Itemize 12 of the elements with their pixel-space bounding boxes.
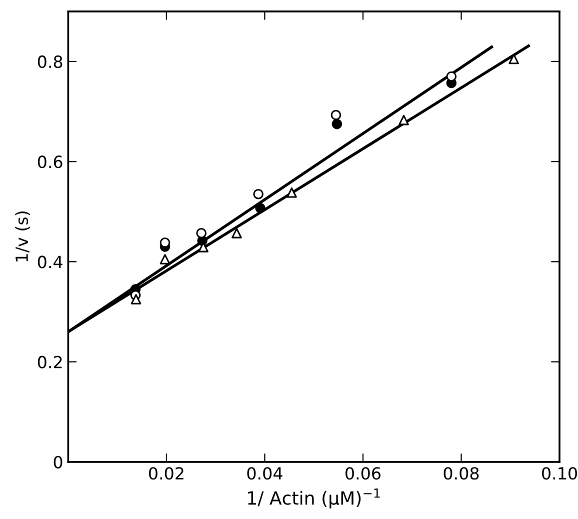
y-tick-label: 0.8 <box>38 55 62 68</box>
x-tick-label: 0.08 <box>444 467 479 480</box>
y-tick-label: 0.2 <box>38 356 62 368</box>
x-axis-title: 1/ Actin (μM)$^{−1}$ <box>248 488 380 508</box>
y-tick-label: 0.6 <box>38 156 62 168</box>
x-tick-label: 0.04 <box>247 467 282 480</box>
y-tick-label: 0.4 <box>38 256 62 268</box>
x-tick-label: 0.02 <box>149 467 184 480</box>
y-tick-label: 0 <box>54 456 62 468</box>
x-tick-label: 0.06 <box>346 467 380 480</box>
x-tick-label: 0.10 <box>542 467 577 480</box>
y-axis-title: 1/v (s) <box>15 212 30 262</box>
